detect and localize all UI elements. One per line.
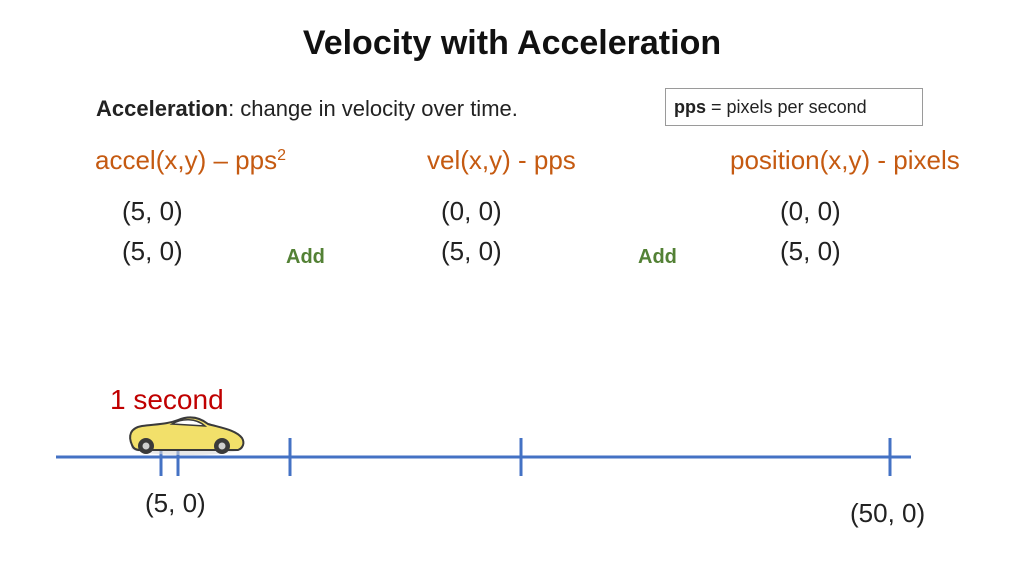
accel-value-1: (5, 0) xyxy=(122,196,183,226)
definition-term: Acceleration xyxy=(96,96,229,121)
add-label-1: Add xyxy=(286,246,325,268)
add-label-2: Add xyxy=(638,246,677,268)
definition-text: Acceleration: change in velocity over ti… xyxy=(96,96,518,122)
note-body: = pixels per second xyxy=(706,97,867,117)
accel-value-2: (5, 0) xyxy=(122,236,183,266)
time-label: 1 second xyxy=(110,384,224,415)
vel-header: vel(x,y) - pps xyxy=(427,145,576,175)
slide-title: Velocity with Acceleration xyxy=(302,24,722,62)
race-car-icon xyxy=(129,416,245,455)
vel-value-1: (0, 0) xyxy=(441,196,502,226)
position-value-2: (5, 0) xyxy=(780,236,841,266)
accel-header: accel(x,y) – pps2 xyxy=(95,145,286,176)
vel-value-2: (5, 0) xyxy=(441,236,502,266)
start-position-label: (5, 0) xyxy=(145,488,206,518)
note-term: pps xyxy=(674,97,707,117)
end-position-label: (50, 0) xyxy=(850,498,926,528)
note-box: pps = pixels per second xyxy=(665,88,923,126)
position-header: position(x,y) - pixels xyxy=(730,145,960,175)
definition-body: : change in velocity over time. xyxy=(228,96,518,121)
accel-header-text: accel(x,y) – pps xyxy=(95,145,278,175)
position-value-1: (0, 0) xyxy=(780,196,841,226)
accel-header-superscript: 2 xyxy=(277,147,286,164)
